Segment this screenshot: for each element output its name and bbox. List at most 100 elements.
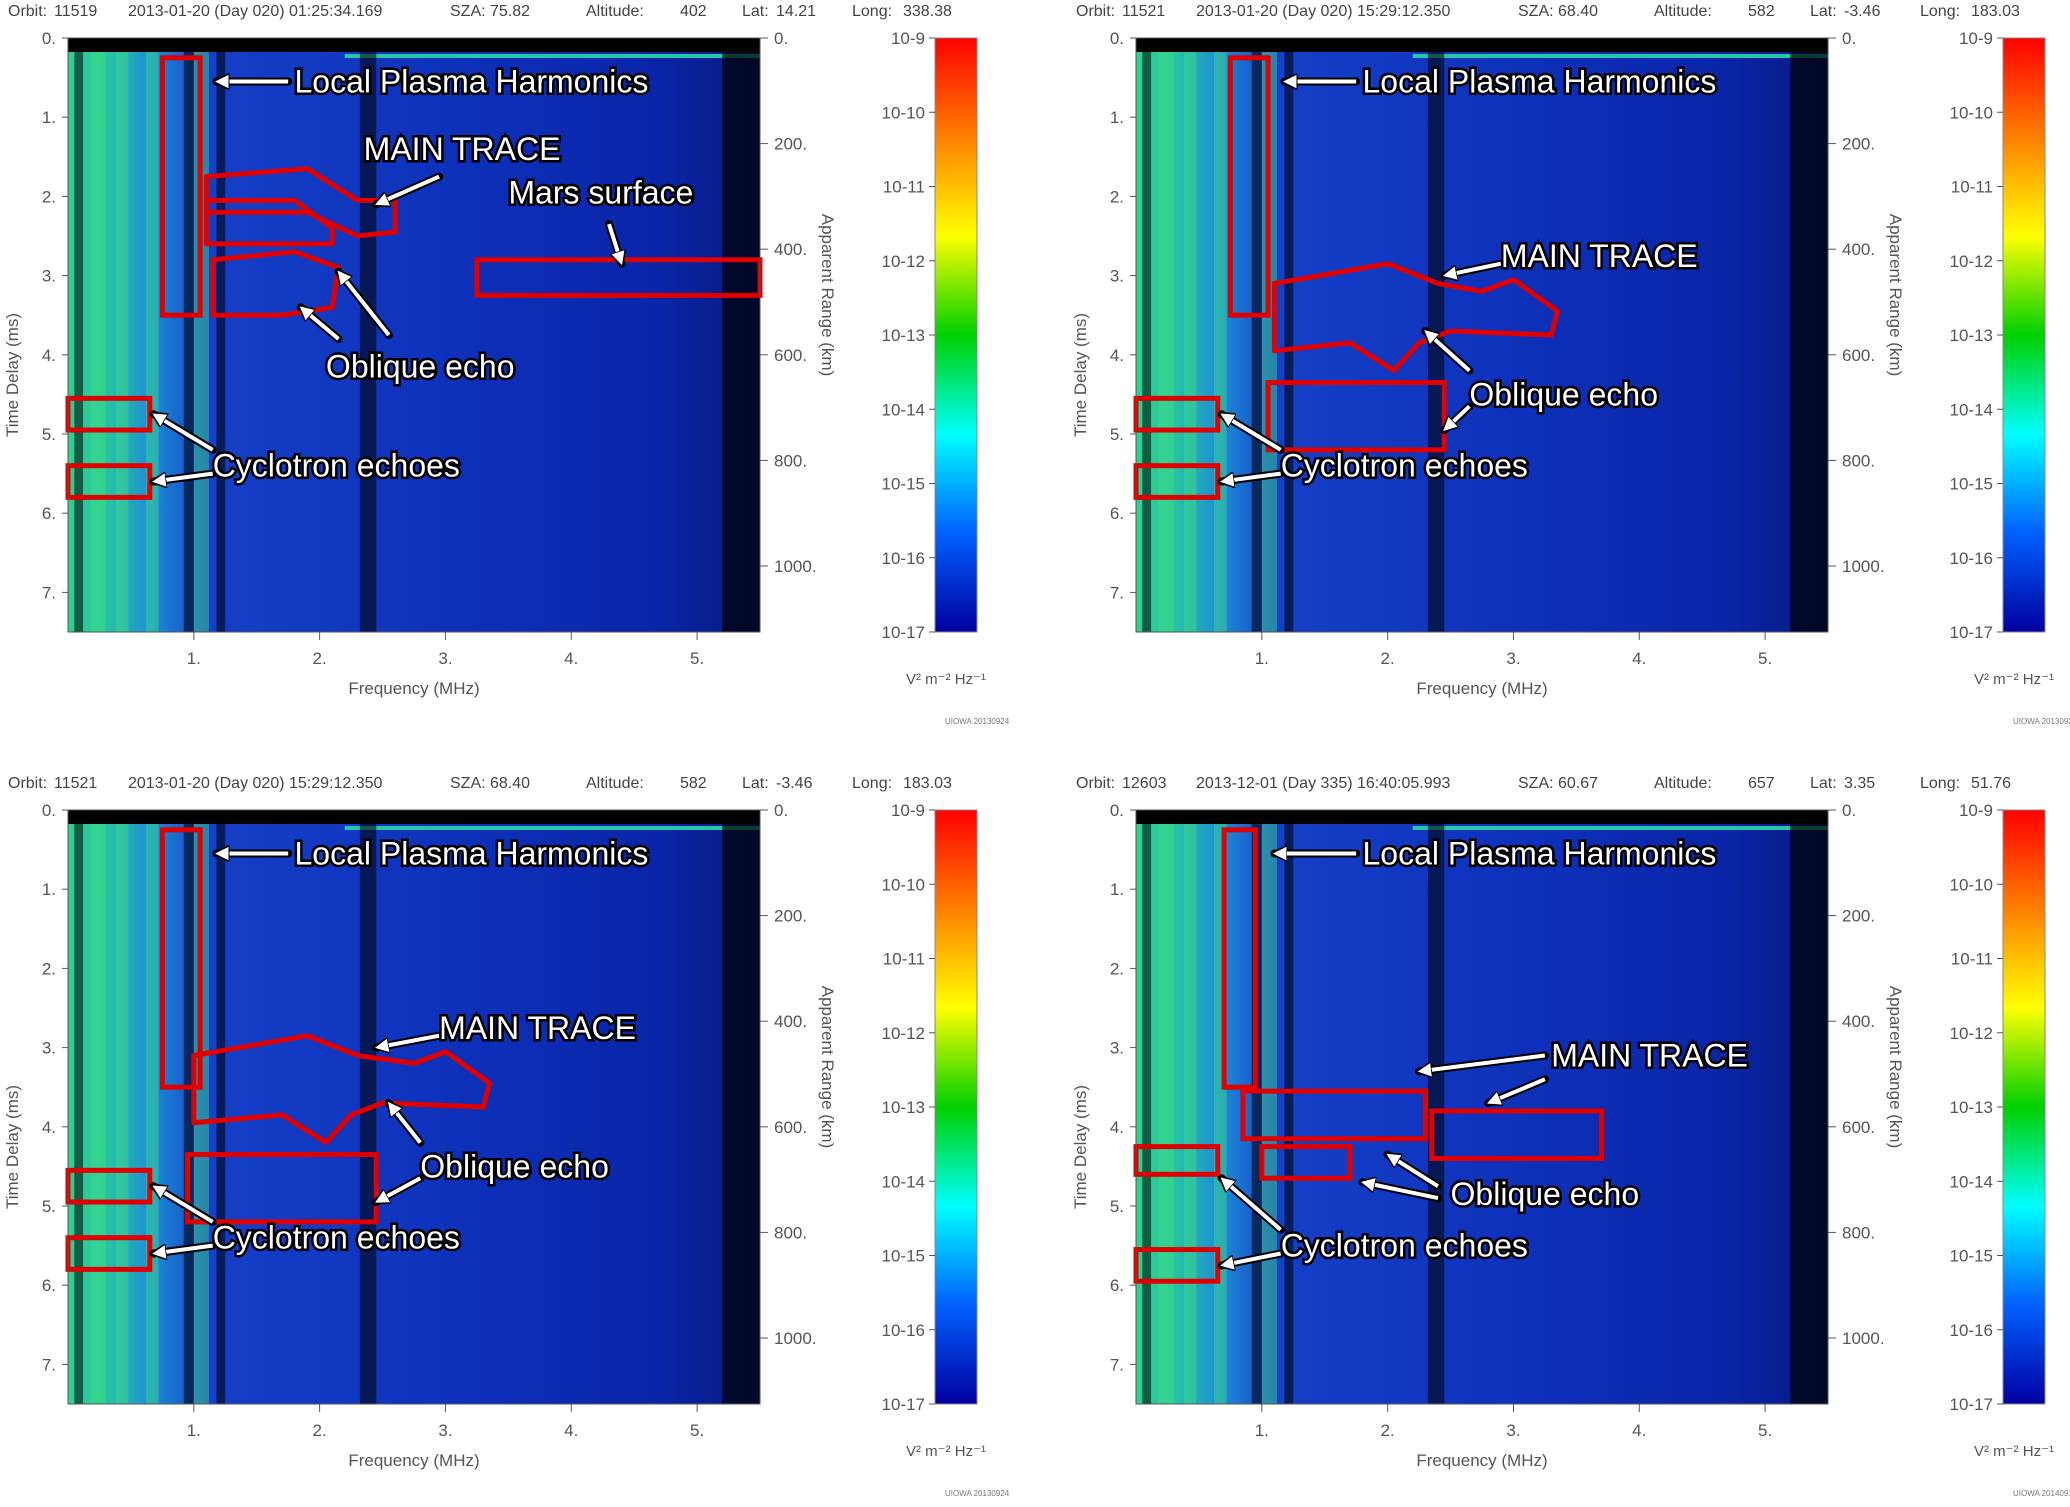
annotation: Local Plasma Harmonics [1280, 61, 1719, 102]
annotation-label: MAIN TRACE [439, 1010, 636, 1046]
altitude-value: 582 [1748, 3, 1775, 20]
y-tick-label: 6. [42, 504, 56, 523]
annotation-box [159, 55, 203, 318]
top-trace [344, 54, 760, 58]
y2-tick-label: 200. [1842, 135, 1875, 154]
x-tick-label: 1. [187, 1421, 201, 1440]
y2-tick-label: 600. [1842, 346, 1875, 365]
x-axis-label: Frequency (MHz) [1416, 679, 1547, 698]
annotation: Oblique echo [376, 1099, 611, 1207]
lat-label: Lat: [742, 3, 769, 20]
colorbar-tick-label: 10-13 [1950, 1098, 1993, 1117]
dark-stripe [216, 824, 226, 1404]
colorbar: 10-9 10-10 10-11 10-12 10-13 10-14 10-15 10-16 1… [1950, 801, 2054, 1460]
sza-label: SZA: [1518, 775, 1554, 792]
dark-stripe [1427, 824, 1445, 1404]
panel-header: Orbit: 11521 2013-01-20 (Day 020) 15:29:12… [1076, 3, 2020, 20]
colorbar-tick-label: 10-14 [1950, 1172, 1993, 1191]
annotation: Oblique echo [1421, 327, 1660, 435]
annotation-box [1240, 1088, 1428, 1142]
y-tick-label: 6. [1110, 1276, 1124, 1295]
harmonic-band [146, 52, 159, 632]
colorbar-tick-label: 10-16 [882, 1321, 925, 1340]
y-tick-label: 0. [1110, 801, 1124, 820]
x-axis: 1. 2. 3. 4. 5. Frequency (MHz) [1255, 632, 1772, 698]
y-axis-label: Time Delay (ms) [1071, 1085, 1090, 1209]
annotation: MAIN TRACE [361, 128, 563, 209]
datetime-value: 2013-01-20 (Day 020) 01:25:34.169 [128, 3, 383, 20]
annotation-box [185, 1152, 379, 1225]
y-axis: 0. 1. 2. 3. 4. 5. 6. 7. Time Delay (ms) [1071, 801, 1136, 1374]
lat-label: Lat: [1810, 3, 1837, 20]
x-tick-label: 4. [1632, 1421, 1646, 1440]
y-tick-label: 4. [42, 1118, 56, 1137]
y2-tick-label: 0. [1842, 801, 1856, 820]
lat-value: 3.35 [1844, 775, 1875, 792]
y2-axis: 0. 200. 400. 600. 800. 1000. Apparent Range (k… [1828, 801, 1905, 1348]
y2-tick-label: 1000. [1842, 1329, 1885, 1348]
sza-label: SZA: [450, 3, 486, 20]
top-band [68, 810, 760, 824]
dark-stripe [1251, 52, 1262, 632]
x-tick-label: 1. [1255, 649, 1269, 668]
annotation-label: Cyclotron echoes [1281, 1228, 1528, 1264]
colorbar-tick-label: 10-13 [882, 326, 925, 345]
top-band [1136, 38, 1828, 52]
lat-value: -3.46 [1844, 3, 1881, 20]
colorbar-tick-label: 10-17 [882, 623, 925, 642]
colorbar-unit-label: V² m⁻² Hz⁻¹ [906, 671, 986, 688]
colorbar-scale [2002, 809, 2046, 1405]
colorbar-tick-label: 10-16 [1950, 1321, 1993, 1340]
altitude-value: 402 [680, 3, 707, 20]
y-tick-label: 3. [42, 1039, 56, 1058]
watermark: UIOWA 20130924 [945, 1489, 1010, 1498]
long-label: Long: [1920, 775, 1960, 792]
long-label: Long: [852, 775, 892, 792]
y-axis-label: Time Delay (ms) [1071, 313, 1090, 437]
y-tick-label: 3. [1110, 1039, 1124, 1058]
dark-stripe [359, 824, 377, 1404]
annotation-arrow [154, 471, 213, 482]
x-tick-label: 2. [313, 1421, 327, 1440]
watermark: UIOWA 20140912 [2013, 1489, 2070, 1498]
long-value: 183.03 [1971, 3, 2020, 20]
annotation-arrow [154, 1243, 213, 1254]
y-tick-label: 3. [42, 267, 56, 286]
x-axis-label: Frequency (MHz) [348, 1451, 479, 1470]
x-tick-label: 3. [438, 1421, 452, 1440]
y-tick-label: 4. [1110, 1118, 1124, 1137]
annotation-box [1221, 827, 1259, 1090]
annotation-outline [1271, 261, 1560, 374]
plot-frame [1135, 809, 1829, 1405]
colorbar-tick-label: 10-15 [882, 475, 925, 494]
annotation: Cyclotron echoes [154, 410, 462, 484]
annotation-outline [203, 197, 335, 247]
colorbar-scale [934, 37, 978, 633]
colorbar-tick-label: 10-10 [882, 875, 925, 894]
annotation: MAIN TRACE [1419, 1035, 1750, 1108]
y2-axis-label: Apparent Range (km) [818, 986, 837, 1149]
long-value: 183.03 [903, 775, 952, 792]
annotation-label: Cyclotron echoes [213, 1220, 460, 1256]
annotation: MAIN TRACE [376, 1007, 638, 1048]
annotation-arrow [1222, 1178, 1283, 1232]
annotation-label: Local Plasma Harmonics [294, 64, 648, 100]
panel-header: Orbit: 12603 2013-12-01 (Day 335) 16:40:05… [1076, 775, 2011, 792]
y-axis-label: Time Delay (ms) [3, 313, 22, 437]
harmonic-band [1261, 52, 1277, 632]
harmonic-band [1183, 824, 1197, 1404]
y2-axis-label: Apparent Range (km) [1886, 986, 1905, 1149]
x-tick-label: 2. [313, 649, 327, 668]
top-trace [1412, 826, 1828, 830]
y2-tick-label: 0. [1842, 29, 1856, 48]
annotation-outline [210, 249, 341, 318]
colorbar-tick-label: 10-12 [1950, 252, 1993, 271]
y2-tick-label: 400. [1842, 240, 1875, 259]
colorbar-tick-label: 10-12 [882, 252, 925, 271]
y2-tick-label: 800. [774, 451, 807, 470]
annotation-label: Cyclotron echoes [213, 448, 460, 484]
long-value: 51.76 [1971, 775, 2011, 792]
ionogram-panel-2: Orbit: 11521 2013-01-20 (Day 020) 15:29:12… [1071, 3, 2070, 726]
